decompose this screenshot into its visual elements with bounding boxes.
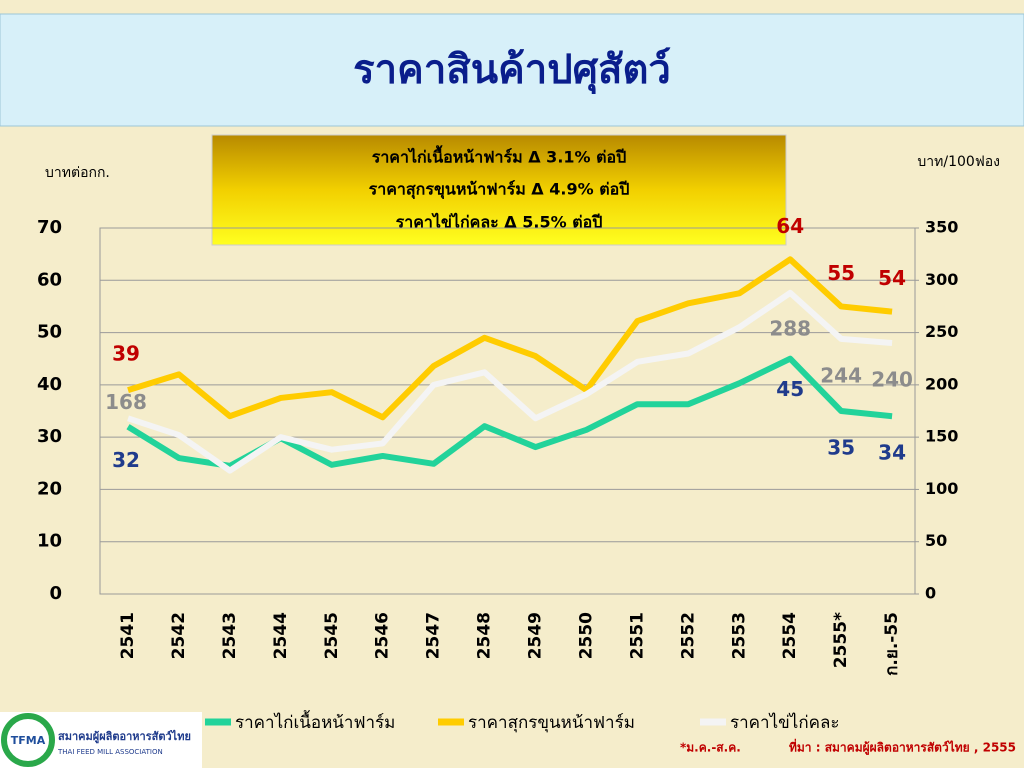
data-label: 64 xyxy=(776,214,804,238)
legend-label: ราคาสุกรขุนหน้าฟาร์ม xyxy=(468,713,635,733)
y-tick-label: 0 xyxy=(49,583,62,604)
x-tick-label: 2544 xyxy=(271,612,291,659)
data-label: 288 xyxy=(769,316,811,340)
x-tick-label: 2547 xyxy=(424,612,444,659)
series-line xyxy=(127,256,893,421)
data-label: 168 xyxy=(105,390,147,414)
data-label: 240 xyxy=(871,368,913,392)
legend-label: ราคาไก่เนื้อหน้าฟาร์ม xyxy=(235,710,395,733)
x-tick-label: 2543 xyxy=(220,612,240,659)
x-tick-label: 2541 xyxy=(118,612,138,659)
y2-tick-label: 300 xyxy=(925,270,958,289)
x-tick-label: 2550 xyxy=(576,612,596,659)
logo-mark: TFMA xyxy=(11,734,46,747)
annotation: ราคาไก่เนื้อหน้าฟาร์ม Δ 3.1% ต่อปี xyxy=(372,145,627,167)
data-label: 34 xyxy=(878,441,906,465)
x-tick-label: 2551 xyxy=(627,612,647,659)
source: ที่มา : สมาคมผู้ผลิตอาหารสัตว์ไทย , 2555 xyxy=(789,739,1016,756)
logo-name-en: THAI FEED MILL ASSOCIATION xyxy=(57,748,163,756)
x-tick-label: 2555* xyxy=(831,612,851,668)
y-tick-label: 50 xyxy=(37,322,62,343)
y2-axis-label: บาท/100ฟอง xyxy=(917,154,1000,170)
chart-title: ราคาสินค้าปศุสัตว์ xyxy=(353,47,671,95)
y2-tick-label: 150 xyxy=(925,427,958,446)
y-tick-label: 60 xyxy=(37,269,62,290)
annotation-box xyxy=(211,134,787,246)
y2-tick-label: 50 xyxy=(925,531,947,550)
x-tick-label: 2549 xyxy=(526,612,546,659)
logo-name: สมาคมผู้ผลิตอาหารสัตว์ไทย xyxy=(58,729,191,744)
annotation: ราคาไข่ไก่คละ Δ 5.5% ต่อปี xyxy=(396,213,603,232)
y2-tick-label: 250 xyxy=(925,322,958,341)
logo-ring xyxy=(1,713,55,767)
data-label: 32 xyxy=(112,448,140,472)
data-label: 244 xyxy=(820,363,862,387)
data-label: 35 xyxy=(827,436,855,460)
legend-label: ราคาไข่ไก่คละ xyxy=(730,712,840,733)
y-tick-label: 20 xyxy=(37,478,62,499)
x-tick-label: 2554 xyxy=(780,612,800,659)
x-tick-label: 2546 xyxy=(373,612,393,659)
y-tick-label: 40 xyxy=(37,374,62,395)
x-tick-label: 2553 xyxy=(729,612,749,659)
y-tick-label: 30 xyxy=(37,426,62,447)
annotation: ราคาสุกรขุนหน้าฟาร์ม Δ 4.9% ต่อปี xyxy=(369,180,630,200)
data-label: 39 xyxy=(112,342,140,366)
data-label: 45 xyxy=(776,377,804,401)
data-label: 55 xyxy=(827,261,855,285)
y-tick-label: 10 xyxy=(37,531,62,552)
footnote: *ม.ค.-ส.ค. xyxy=(680,741,741,755)
x-tick-label: 2548 xyxy=(475,612,495,659)
y2-tick-label: 350 xyxy=(925,218,958,237)
x-tick-label: ก.ย.-55 xyxy=(882,612,902,676)
y-axis-label: บาทต่อกก. xyxy=(45,165,110,181)
y2-tick-label: 200 xyxy=(925,374,958,393)
y-tick-label: 70 xyxy=(37,217,62,238)
plot: 0 10 20 30 40 50 60 70 0 50 100 150 200 250 300 350 2541… xyxy=(37,214,958,733)
x-tick-label: 2552 xyxy=(678,612,698,659)
title-banner xyxy=(0,13,1024,127)
y2-tick-label: 100 xyxy=(925,479,958,498)
y2-tick-label: 0 xyxy=(925,584,936,603)
data-label: 54 xyxy=(878,266,906,290)
x-tick-label: 2542 xyxy=(169,612,189,659)
x-tick-label: 2545 xyxy=(322,612,342,659)
series-line xyxy=(127,289,893,474)
